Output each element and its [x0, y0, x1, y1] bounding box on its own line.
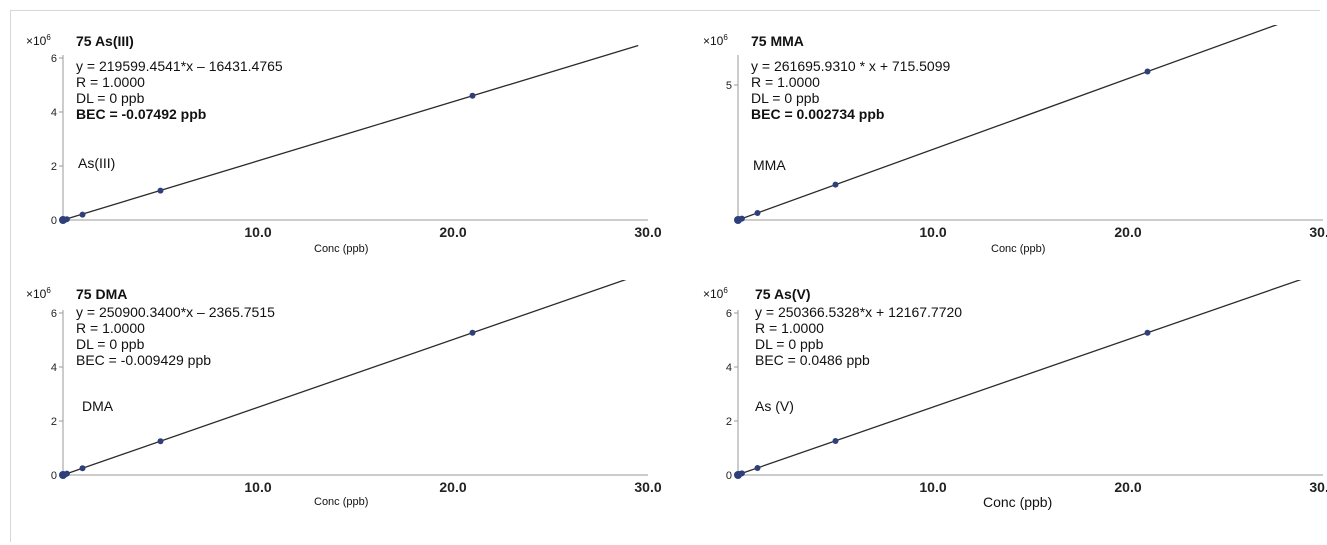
analyte-label: As(III)	[78, 155, 116, 171]
y-tick-label: 4	[51, 362, 57, 374]
data-point	[469, 92, 476, 99]
dl-text: DL = 0 ppb	[751, 90, 820, 106]
x-axis-label: Conc (ppb)	[983, 494, 1053, 510]
y-exponent-label: ×106	[703, 33, 728, 48]
data-point	[79, 211, 86, 218]
y-tick-label: 2	[51, 416, 57, 428]
bec-text: BEC = 0.0486 ppb	[755, 352, 870, 368]
figure-border-left	[10, 10, 11, 542]
bec-text: BEC = 0.002734 ppb	[751, 106, 885, 122]
plot-area: 0 2 4 6 10.0 20.0 30.0	[726, 280, 1327, 495]
data-point	[79, 465, 86, 472]
x-tick-label: 30.0	[634, 479, 661, 495]
regression-line	[737, 25, 1279, 221]
y-tick-label: 6	[51, 53, 57, 65]
r-text: R = 1.0000	[76, 74, 145, 90]
panel-title: 75 MMA	[751, 33, 804, 49]
bec-text: BEC = -0.009429 ppb	[76, 352, 212, 368]
equation-text: y = 250366.5328*x + 12167.7720	[755, 304, 963, 320]
data-point	[157, 187, 164, 194]
x-tick-label: 20.0	[439, 224, 466, 240]
calibration-panel-as5: ×106 75 As(V) y = 250366.5328*x + 12167.…	[695, 280, 1327, 545]
figure-border-top	[10, 10, 1320, 11]
x-tick-label: 20.0	[439, 479, 466, 495]
equation-text: y = 219599.4541*x – 16431.4765	[76, 58, 283, 74]
r-text: R = 1.0000	[76, 320, 145, 336]
r-text: R = 1.0000	[755, 320, 824, 336]
x-tick-label: 10.0	[244, 479, 271, 495]
data-point	[754, 464, 761, 471]
x-tick-label: 10.0	[919, 224, 946, 240]
bec-text: BEC = -0.07492 ppb	[76, 106, 207, 122]
x-tick-label: 30.0	[634, 224, 661, 240]
x-tick-label: 20.0	[1114, 479, 1141, 495]
calibration-panel-mma: ×106 75 MMA y = 261695.9310 * x + 715.50…	[695, 25, 1327, 290]
x-axis-label: Conc (ppb)	[314, 243, 369, 255]
dl-text: DL = 0 ppb	[76, 336, 145, 352]
panel-title: 75 DMA	[76, 286, 128, 302]
data-point	[832, 437, 839, 444]
regression-line	[62, 44, 639, 221]
r-text: R = 1.0000	[751, 74, 820, 90]
y-exponent-label: ×106	[703, 286, 728, 301]
data-point	[754, 209, 761, 216]
y-tick-label: 0	[726, 470, 732, 482]
regression-info: y = 261695.9310 * x + 715.5099 R = 1.000…	[751, 58, 950, 122]
data-point	[1144, 68, 1151, 75]
equation-text: y = 250900.3400*x – 2365.7515	[76, 304, 275, 320]
y-exponent-label: ×106	[26, 286, 51, 301]
x-tick-label: 30.0	[1309, 479, 1327, 495]
plot-area: 5 10.0 20.0 30.0	[726, 25, 1327, 240]
y-tick-label: 2	[726, 416, 732, 428]
y-tick-label: 5	[726, 80, 732, 92]
y-exponent-label: ×106	[26, 33, 51, 48]
dl-text: DL = 0 ppb	[76, 90, 145, 106]
calibration-panel-dma: ×106 75 DMA y = 250900.3400*x – 2365.751…	[20, 280, 680, 545]
y-tick-label: 0	[51, 215, 57, 227]
data-point	[1144, 329, 1151, 336]
y-tick-label: 6	[51, 308, 57, 320]
regression-line	[737, 280, 1302, 476]
x-tick-label: 20.0	[1114, 224, 1141, 240]
panel-title: 75 As(V)	[755, 286, 811, 302]
y-tick-label: 4	[726, 362, 732, 374]
analyte-label: DMA	[82, 398, 114, 414]
data-point	[157, 438, 164, 445]
data-point	[63, 470, 70, 477]
analyte-label: MMA	[753, 157, 786, 173]
data-point	[63, 216, 70, 223]
x-axis-label: Conc (ppb)	[991, 243, 1046, 255]
x-tick-label: 10.0	[919, 479, 946, 495]
y-tick-label: 0	[51, 470, 57, 482]
panel-title: 75 As(III)	[76, 33, 134, 49]
y-tick-label: 4	[51, 107, 57, 119]
equation-text: y = 261695.9310 * x + 715.5099	[751, 58, 951, 74]
plot-area: 0 2 4 6 10.0 20.0 30.0	[51, 44, 662, 240]
x-axis-label: Conc (ppb)	[314, 496, 369, 508]
y-tick-label: 6	[726, 308, 732, 320]
x-tick-label: 10.0	[244, 224, 271, 240]
regression-info: y = 250900.3400*x – 2365.7515 R = 1.0000…	[76, 304, 275, 368]
dl-text: DL = 0 ppb	[755, 336, 824, 352]
plot-area: 0 2 4 6 10.0 20.0 30.0	[51, 280, 662, 495]
regression-info: y = 250366.5328*x + 12167.7720 R = 1.000…	[755, 304, 962, 368]
y-tick-label: 2	[51, 161, 57, 173]
calibration-panel-as3: ×106 75 As(III) y = 219599.4541*x – 1643…	[20, 25, 680, 290]
analyte-label: As (V)	[755, 398, 794, 414]
data-point	[738, 470, 745, 477]
data-point	[738, 215, 745, 222]
x-tick-label: 30.0	[1309, 224, 1327, 240]
regression-info: y = 219599.4541*x – 16431.4765 R = 1.000…	[76, 58, 283, 122]
data-point	[832, 181, 839, 188]
data-point	[469, 329, 476, 336]
regression-line	[62, 280, 627, 476]
